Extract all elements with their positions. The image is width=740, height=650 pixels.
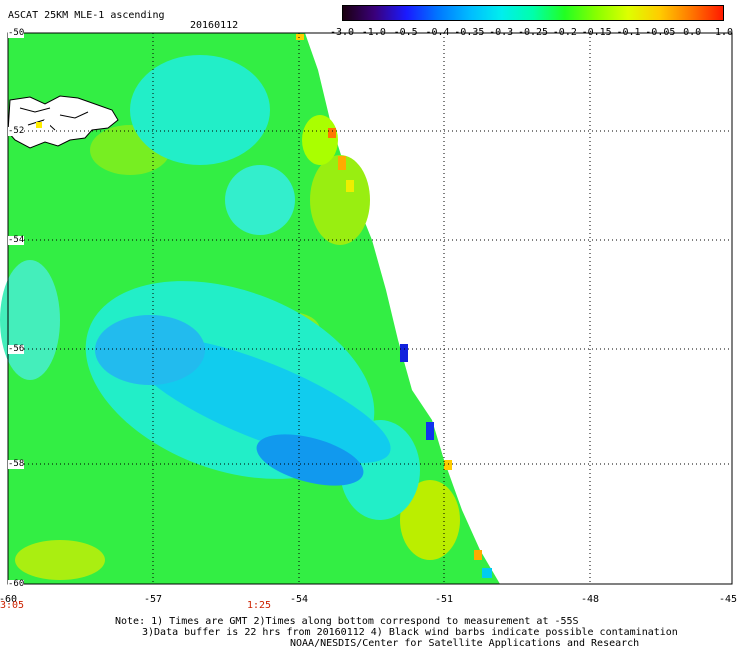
note-line-2: 3)Data buffer is 22 hrs from 20160112 4)… <box>142 627 678 638</box>
falkland-islands-outline <box>7 95 119 149</box>
map-frame <box>7 32 733 585</box>
longitude-label: -54 <box>289 594 309 605</box>
longitude-label: -57 <box>143 594 163 605</box>
swath-patch <box>302 115 338 165</box>
swath-edge-pixel <box>482 568 492 578</box>
latitude-label: -58 <box>8 459 25 469</box>
swath-edge-pixel <box>444 460 452 470</box>
swath-edge-pixel <box>296 34 304 40</box>
longitude-label: -45 <box>718 594 738 605</box>
swath-cyan <box>0 260 60 380</box>
note-line-1: Note: 1) Times are GMT 2)Times along bot… <box>115 616 579 627</box>
swath-edge-pixel <box>328 128 336 138</box>
latitude-label: -56 <box>8 344 25 354</box>
map-date: 20160112 <box>190 20 239 31</box>
swath-cyan <box>130 55 270 165</box>
map-title: ASCAT 25KM MLE-1 ascending <box>8 10 165 21</box>
time-label-left: 3:05 <box>0 600 25 611</box>
swath-blue <box>256 434 364 486</box>
swath-patch <box>15 540 105 580</box>
lat-lon-grid <box>8 33 732 584</box>
note-line-3: NOAA/NESDIS/Center for Satellite Applica… <box>290 638 640 649</box>
swath-edge-pixel <box>400 344 408 362</box>
latitude-label: -60 <box>8 579 25 589</box>
time-label-mid: 1:25 <box>246 600 272 611</box>
swath-edge-pixel <box>44 120 50 126</box>
longitude-label: -48 <box>580 594 600 605</box>
swath-blue <box>95 315 205 385</box>
latitude-label: -50 <box>8 28 25 38</box>
colorbar <box>342 5 724 21</box>
map-canvas <box>0 32 733 585</box>
swath-cyan <box>225 165 295 235</box>
longitude-label: -60 <box>0 594 18 605</box>
swath-edge-pixel <box>426 422 434 440</box>
latitude-label: -52 <box>8 126 25 136</box>
swath-edge-pixel <box>338 156 346 170</box>
swath-patch <box>310 155 370 245</box>
swath-edge-pixel <box>346 180 354 192</box>
latitude-label: -54 <box>8 235 25 245</box>
swath-patch <box>400 480 460 560</box>
longitude-label: -51 <box>434 594 454 605</box>
swath-edge-pixel <box>474 550 482 560</box>
swath-edge-pixel <box>36 122 42 128</box>
